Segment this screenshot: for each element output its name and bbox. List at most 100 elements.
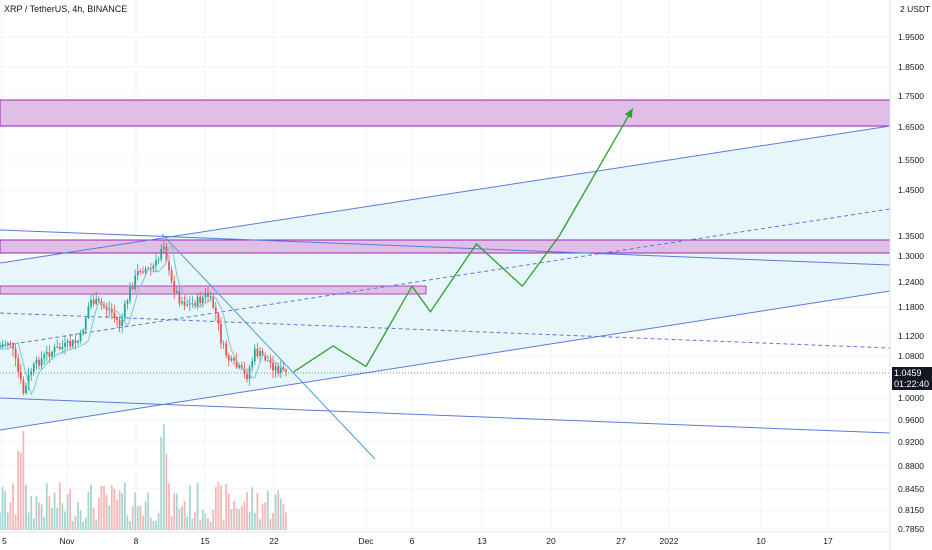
candle-body <box>77 340 79 343</box>
volume-bar <box>178 508 181 530</box>
candle-body <box>113 312 116 318</box>
candle-body <box>82 330 85 334</box>
candle-body <box>118 319 121 326</box>
price-tick-label: 0.8450 <box>898 484 924 494</box>
volume-bar <box>162 424 165 530</box>
volume-bar <box>248 511 251 530</box>
price-tick-label: 1.0000 <box>898 393 924 403</box>
dashed-midline-rising <box>0 208 891 347</box>
candle-body <box>168 261 170 271</box>
volume-bar <box>183 500 186 530</box>
volume-bar <box>110 485 113 530</box>
volume-bar <box>142 515 144 530</box>
time-tick-label: 5 <box>2 536 7 546</box>
volume-bar <box>90 484 92 530</box>
candle-body <box>69 340 72 347</box>
candle-body <box>19 371 22 380</box>
candle-body <box>95 298 98 304</box>
volume-bar <box>79 510 82 530</box>
volume-bar <box>209 521 212 530</box>
candle-body <box>178 291 181 304</box>
volume-bar <box>191 518 194 530</box>
volume-bar <box>0 512 1 530</box>
candle-body <box>227 355 230 361</box>
candle-body <box>209 296 212 298</box>
candle-body <box>165 246 168 262</box>
candle-body <box>53 347 56 352</box>
candle-body <box>79 333 82 341</box>
volume-bar <box>113 488 116 530</box>
candle-body <box>0 346 1 348</box>
volume-bar <box>155 520 157 530</box>
volume-bar <box>105 494 108 530</box>
candle-body <box>27 374 30 386</box>
volume-bar <box>235 507 238 530</box>
volume-bar <box>264 502 267 530</box>
volume-bar <box>4 490 7 530</box>
dashed-midline-falling <box>0 312 891 349</box>
candle-body <box>155 260 157 266</box>
candle-body <box>214 307 217 314</box>
price-tick-label: 0.7850 <box>898 524 924 534</box>
candle-body <box>17 358 20 372</box>
time-tick-label: Nov <box>59 536 75 546</box>
candle-body <box>266 360 269 362</box>
candle-body <box>92 300 95 304</box>
price-tick-label: 0.9600 <box>898 415 924 425</box>
volume-bar <box>256 492 259 530</box>
price-tick-label: 1.6500 <box>898 122 924 132</box>
volume-bar <box>238 508 241 530</box>
candle-body <box>204 292 207 298</box>
candle-body <box>45 352 48 355</box>
candle-body <box>225 343 228 356</box>
candle-body <box>152 265 155 269</box>
volume-bar <box>282 504 285 530</box>
descending-lower-line <box>0 397 891 434</box>
volume-bar <box>100 485 103 530</box>
volume-bar <box>165 453 168 530</box>
candle-body <box>194 303 196 307</box>
moving-average-line <box>0 241 287 396</box>
volume-bar <box>14 514 17 530</box>
candle-body <box>144 268 147 273</box>
time-tick-label: 15 <box>200 536 210 546</box>
volume-bar <box>227 493 230 530</box>
time-tick-label: 10 <box>756 536 766 546</box>
price-axis-ticks: 1.9500 1.8500 1.7500 1.6500 1.5500 1.4500 1.35… <box>898 32 924 534</box>
price-tick-label: 1.8500 <box>898 62 924 72</box>
candle-body <box>6 343 9 345</box>
candle-body <box>199 296 202 303</box>
lower-channel-line <box>0 290 891 431</box>
volume-bar <box>74 516 77 530</box>
candle-body <box>253 348 256 362</box>
candle-body <box>277 366 280 373</box>
candle-body <box>74 340 77 343</box>
price-tick-label: 0.8150 <box>898 505 924 515</box>
time-tick-label: 17 <box>823 536 833 546</box>
volume-bar <box>129 521 131 530</box>
price-tick-label: 1.2400 <box>898 277 924 287</box>
candle-body <box>58 346 61 349</box>
time-tick-label: 6 <box>410 536 415 546</box>
volume-bar <box>87 491 90 530</box>
candle-body <box>71 340 74 347</box>
volume-bar <box>181 506 183 530</box>
volume-bar <box>38 502 40 530</box>
volume-bar <box>19 452 22 530</box>
volume-bar <box>173 493 176 530</box>
candle-body <box>14 348 17 359</box>
volume-bars <box>0 424 287 530</box>
symbol-title: XRP / TetherUS, 4h, BINANCE <box>4 4 128 14</box>
candle-body <box>129 287 131 301</box>
time-tick-label: 22 <box>269 536 279 546</box>
candle-body <box>103 305 105 308</box>
volume-bar <box>269 518 272 530</box>
price-tick-label: 1.1800 <box>898 302 924 312</box>
volume-bar <box>22 431 25 530</box>
volume-bar <box>48 496 51 530</box>
volume-bar <box>12 483 14 530</box>
volume-bar <box>175 493 178 530</box>
volume-bar <box>204 513 207 530</box>
candle-body <box>170 270 173 281</box>
